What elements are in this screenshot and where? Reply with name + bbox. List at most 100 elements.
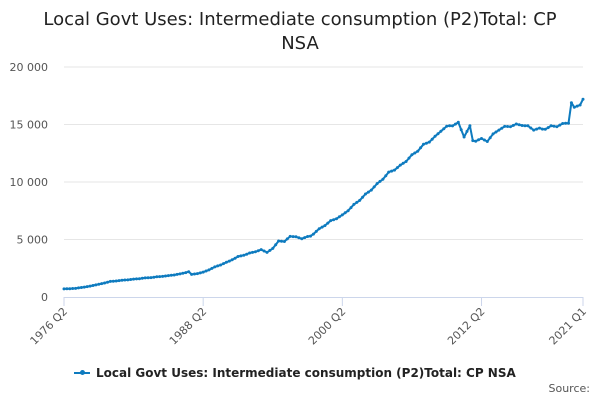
- data-point: [175, 272, 179, 276]
- data-point: [85, 285, 89, 289]
- data-point: [581, 97, 585, 101]
- data-point: [413, 151, 417, 155]
- data-point: [230, 258, 234, 262]
- data-point: [224, 260, 228, 264]
- data-point: [195, 272, 199, 276]
- data-point: [169, 273, 173, 277]
- series-group: [62, 97, 585, 291]
- data-point: [419, 146, 423, 150]
- data-point: [358, 198, 362, 202]
- data-point: [111, 279, 115, 283]
- data-point: [575, 104, 579, 108]
- chart-credits[interactable]: Source:: [548, 382, 591, 395]
- legend-label: Local Govt Uses: Intermediate consumptio…: [96, 366, 516, 380]
- data-point: [442, 127, 446, 131]
- data-point: [445, 124, 449, 128]
- data-point: [540, 127, 544, 131]
- data-point: [265, 250, 269, 254]
- data-point: [262, 249, 266, 253]
- data-point: [117, 279, 121, 283]
- data-point: [384, 174, 388, 178]
- data-point: [538, 126, 541, 130]
- data-point: [140, 276, 144, 280]
- data-point: [506, 125, 510, 128]
- data-point: [222, 262, 225, 266]
- data-point: [210, 266, 214, 270]
- data-point: [335, 217, 338, 221]
- data-point: [198, 271, 202, 275]
- data-point: [294, 235, 298, 239]
- data-point: [407, 156, 411, 160]
- data-point: [375, 182, 379, 186]
- data-point: [387, 170, 391, 174]
- data-point: [465, 129, 469, 133]
- data-point: [430, 137, 434, 141]
- data-point: [561, 122, 565, 125]
- data-point: [274, 243, 278, 247]
- data-point: [480, 137, 483, 140]
- data-point: [555, 125, 559, 129]
- data-point: [311, 232, 315, 236]
- data-point: [68, 287, 72, 291]
- data-point: [155, 275, 159, 279]
- chart-title: Local Govt Uses: Intermediate consumptio…: [0, 8, 600, 56]
- data-point: [103, 281, 107, 285]
- data-point: [355, 200, 359, 204]
- data-point: [529, 126, 533, 130]
- chart-title-line-1: Local Govt Uses: Intermediate consumptio…: [43, 9, 557, 30]
- y-tick-label: 0: [41, 291, 48, 304]
- data-point: [372, 185, 376, 189]
- data-point: [468, 124, 472, 128]
- data-point: [190, 272, 194, 276]
- x-tick-label: 1988 Q2: [167, 305, 210, 348]
- x-tick-label: 2000 Q2: [306, 305, 349, 348]
- data-point: [108, 279, 112, 283]
- data-point: [352, 202, 356, 206]
- data-point: [106, 280, 109, 284]
- data-point: [181, 271, 185, 275]
- data-point: [436, 132, 440, 136]
- data-point: [439, 129, 443, 133]
- data-point: [233, 256, 237, 260]
- data-point: [100, 282, 104, 286]
- data-point: [245, 252, 249, 256]
- chart-title-line-2: NSA: [281, 33, 319, 54]
- data-point: [340, 213, 344, 217]
- data-point: [271, 246, 275, 250]
- data-point: [448, 124, 452, 128]
- data-point: [74, 286, 78, 290]
- data-point: [65, 287, 69, 291]
- data-point: [532, 128, 536, 132]
- data-point: [135, 277, 138, 281]
- data-point: [488, 136, 492, 140]
- data-point: [535, 127, 539, 131]
- data-point: [172, 273, 176, 277]
- data-point: [114, 279, 118, 283]
- data-point: [523, 124, 527, 128]
- data-point: [520, 124, 524, 127]
- data-point: [137, 277, 141, 281]
- data-point: [578, 103, 582, 107]
- data-point: [216, 264, 220, 268]
- data-point: [297, 236, 301, 240]
- y-tick-label: 20 000: [10, 61, 49, 74]
- data-point: [236, 255, 240, 258]
- data-point: [79, 286, 83, 289]
- data-point: [285, 237, 289, 241]
- data-point: [477, 138, 481, 142]
- data-point: [332, 218, 336, 222]
- data-point: [462, 135, 466, 139]
- data-point: [239, 254, 243, 258]
- data-point: [268, 248, 272, 252]
- data-point: [317, 227, 321, 231]
- data-point: [132, 277, 136, 281]
- data-point: [277, 239, 281, 243]
- data-point: [390, 169, 394, 173]
- legend-item[interactable]: Local Govt Uses: Intermediate consumptio…: [74, 366, 516, 380]
- data-point: [471, 139, 475, 143]
- data-point: [129, 278, 133, 281]
- data-point: [123, 278, 127, 282]
- data-point: [491, 132, 495, 136]
- data-point: [62, 287, 66, 291]
